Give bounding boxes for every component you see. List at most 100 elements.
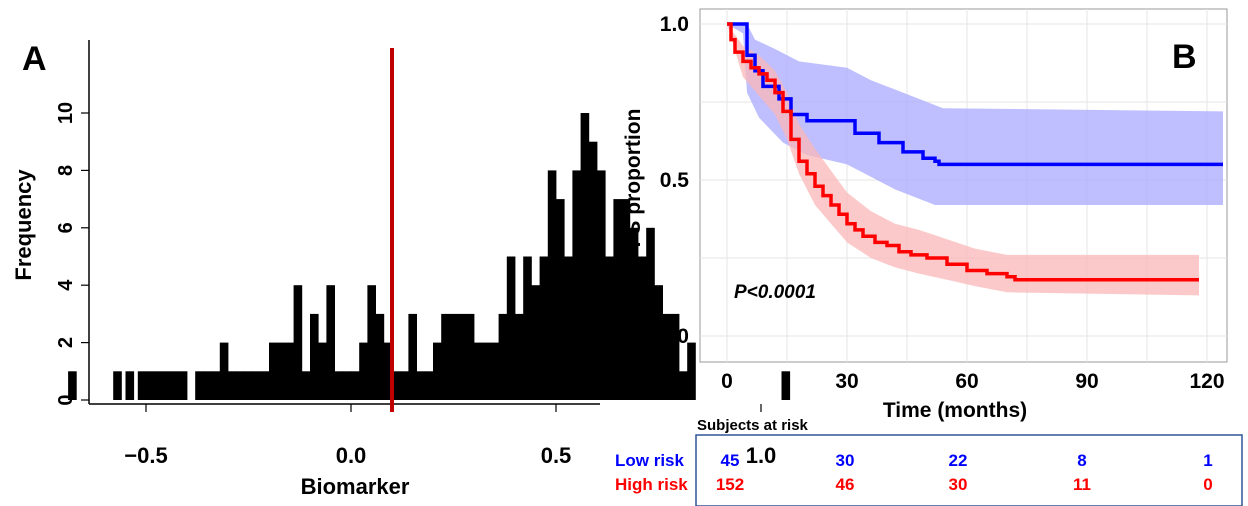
x-axis-label: Biomarker	[301, 474, 410, 499]
histogram-bar	[285, 342, 294, 400]
y-tick-label: 8	[55, 165, 77, 176]
histogram-bar	[301, 371, 311, 400]
confidence-bands	[727, 24, 1223, 296]
histogram-bar	[515, 313, 524, 400]
risk-cell: 152	[716, 475, 744, 494]
histogram-bar	[474, 342, 483, 400]
histogram-bar	[351, 371, 360, 400]
histogram-bar	[654, 285, 663, 400]
histogram-bar	[441, 313, 450, 400]
y-tick-label: 0.5	[660, 169, 690, 192]
histogram-bar	[629, 227, 639, 400]
risk-cell: 11	[1073, 475, 1091, 494]
panel-a-histogram: A −0.5 0.0 0.5 1.0 0 2 4 6 8 10 Biomarker Freque…	[11, 40, 791, 499]
histogram-bar	[408, 313, 417, 400]
histogram-bar	[195, 371, 204, 400]
x-axis-label: Time (months)	[883, 399, 1027, 422]
risk-table-box	[695, 434, 1243, 506]
histogram-bar	[498, 313, 508, 400]
histogram-bar	[781, 371, 791, 400]
histogram-bar	[457, 313, 467, 400]
histogram-bar	[605, 256, 614, 400]
histogram-bar	[556, 199, 565, 400]
histogram-bar	[244, 371, 253, 400]
low-risk-survival-curve	[727, 22, 1223, 167]
y-tick-label: 0	[55, 394, 77, 405]
histogram-bar	[252, 371, 262, 400]
risk-cell: 45	[721, 451, 740, 470]
histogram-bars	[68, 113, 791, 400]
histogram-bar	[490, 342, 499, 400]
histogram-bar	[392, 371, 401, 400]
histogram-bar	[219, 342, 229, 400]
panel-a-letter: A	[22, 40, 47, 78]
histogram-bar	[416, 371, 426, 400]
histogram-bar	[670, 313, 680, 400]
risk-table: Subjects at risk Low risk 45 30 22 8 1 High ri…	[615, 417, 1243, 506]
histogram-bar	[662, 313, 672, 400]
high-risk-confidence-band	[727, 24, 1199, 296]
histogram-bar	[679, 371, 688, 400]
histogram-bar	[342, 371, 352, 400]
histogram-bar	[465, 313, 475, 400]
risk-table-title: Subjects at risk	[697, 417, 809, 434]
histogram-bar	[203, 371, 212, 400]
histogram-bar	[146, 371, 155, 400]
histogram-bar	[646, 227, 655, 400]
histogram-bar	[449, 313, 458, 400]
risk-cell: 0	[1203, 475, 1212, 494]
histogram-bar	[211, 371, 221, 400]
x-tick-label: 30	[835, 370, 858, 393]
histogram-bar	[400, 371, 409, 400]
x-tick-label: −0.5	[124, 443, 167, 468]
histogram-bar	[68, 371, 77, 400]
y-axis-label: Frequency	[11, 169, 36, 281]
risk-cell: 8	[1077, 451, 1086, 470]
histogram-bar	[137, 371, 147, 400]
y-tick-label: 0.0	[660, 325, 689, 348]
low-risk-confidence-band	[727, 24, 1223, 205]
risk-row-label: Low risk	[615, 451, 685, 470]
histogram-bar	[424, 371, 434, 400]
x-tick-label: 0.5	[541, 443, 572, 468]
histogram-bar	[277, 342, 286, 400]
y-tick-label: 10	[55, 102, 77, 124]
high-risk-survival-curve	[727, 22, 1199, 282]
histogram-bar	[228, 371, 237, 400]
x-tick-label: 60	[955, 370, 978, 393]
histogram-bar	[334, 371, 344, 400]
x-axis-ticks: −0.5 0.0 0.5 1.0	[124, 404, 776, 468]
risk-cell: 46	[836, 475, 855, 494]
histogram-bar	[162, 371, 171, 400]
p-value-annotation: P<0.0001	[734, 282, 816, 303]
histogram-bar	[154, 371, 163, 400]
y-tick-label: 6	[55, 222, 77, 233]
y-tick-label: 4	[55, 279, 77, 291]
risk-table-rows: Low risk 45 30 22 8 1 High risk 152 46 30 11 0	[615, 451, 1213, 494]
x-axis-ticks: 0 30 60 90 120	[721, 370, 1224, 393]
x-tick-label: 90	[1075, 370, 1098, 393]
histogram-bar	[638, 256, 647, 400]
histogram-bar	[523, 256, 532, 400]
y-tick-label: 2	[55, 337, 77, 348]
histogram-bar	[318, 342, 327, 400]
histogram-bar	[482, 342, 491, 400]
histogram-bar	[580, 113, 590, 400]
histogram-bar	[326, 285, 335, 400]
histogram-bar	[375, 313, 385, 400]
histogram-bar	[597, 170, 606, 400]
histogram-bar	[367, 285, 376, 400]
histogram-bar	[260, 371, 270, 400]
histogram-bar	[269, 342, 278, 400]
histogram-bar	[572, 170, 581, 400]
histogram-bar	[613, 199, 622, 400]
histogram-bar	[564, 256, 573, 400]
histogram-bar	[383, 342, 393, 400]
x-tick-label: 0	[721, 370, 733, 393]
survival-curves	[727, 22, 1223, 282]
x-tick-label: 120	[1189, 370, 1224, 393]
risk-row-label: High risk	[615, 475, 688, 494]
y-axis-ticks: 0 2 4 6 8 10	[55, 102, 89, 406]
histogram-bar	[588, 141, 598, 400]
y-tick-label: 1.0	[660, 13, 689, 36]
